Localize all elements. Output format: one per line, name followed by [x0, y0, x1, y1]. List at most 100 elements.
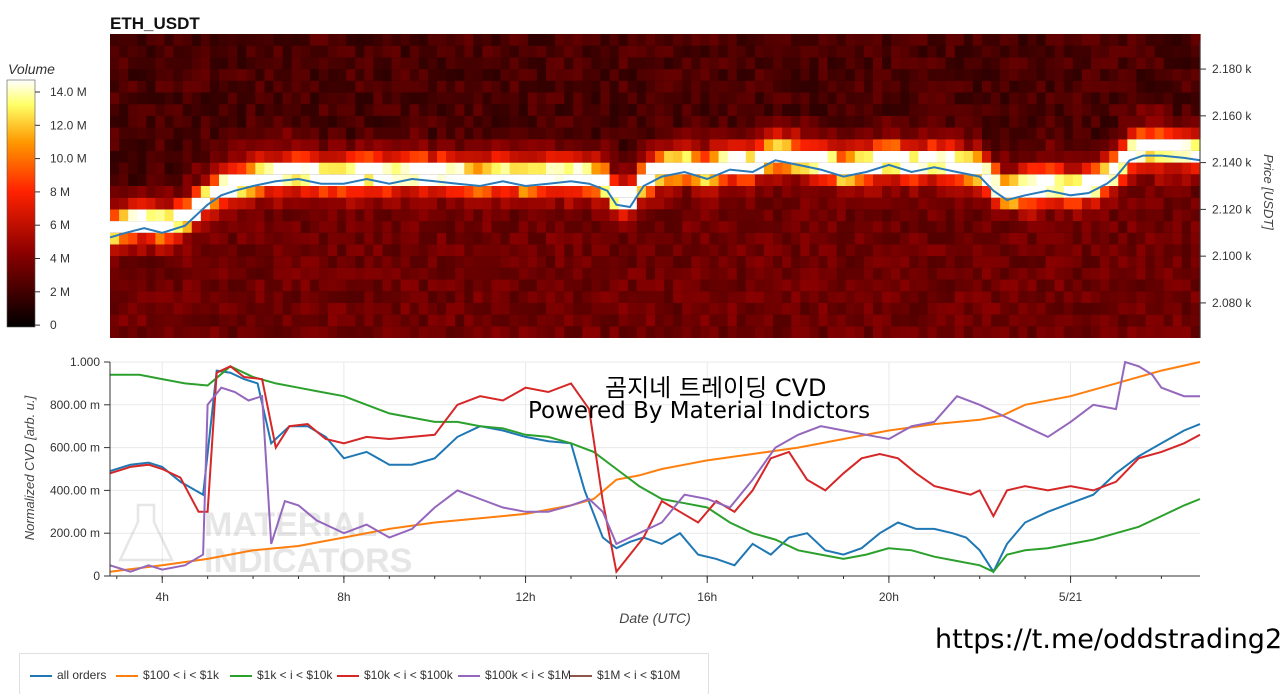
heatmap-cell — [110, 174, 120, 186]
heatmap-cell — [800, 326, 811, 339]
heatmap-cell — [773, 185, 783, 198]
heatmap-cell — [863, 314, 874, 327]
heatmap-cell — [464, 326, 474, 339]
heatmap-cell — [1109, 104, 1119, 116]
heatmap-cell — [1054, 302, 1065, 315]
heatmap-cell — [1163, 69, 1174, 81]
heatmap-cell — [464, 150, 474, 163]
heatmap-cell — [636, 92, 647, 105]
heatmap-cell — [146, 291, 157, 303]
heatmap-cell — [1054, 69, 1065, 81]
legend-item[interactable]: $100k < i < $1M — [458, 668, 571, 682]
heatmap-cell — [491, 256, 502, 268]
legend-item[interactable]: all orders — [30, 668, 106, 682]
heatmap-cell — [791, 45, 801, 58]
legend-item[interactable]: $100 < i < $1k — [116, 668, 219, 682]
heatmap-cell — [1054, 80, 1065, 93]
heatmap-cell — [1072, 314, 1083, 327]
heatmap-cell — [1000, 139, 1010, 151]
heatmap-cell — [1109, 221, 1119, 233]
heatmap-cell — [1000, 209, 1010, 222]
heatmap-cell — [482, 174, 493, 186]
heatmap-cell — [527, 279, 538, 292]
heatmap-cell — [882, 45, 892, 58]
heatmap-cell — [191, 185, 202, 198]
legend-item[interactable]: $10k < i < $100k — [337, 668, 453, 682]
heatmap-cell — [228, 57, 238, 70]
heatmap-cell — [282, 33, 293, 46]
heatmap-cell — [818, 244, 829, 257]
heatmap-cell — [1118, 185, 1128, 198]
heatmap-cell — [673, 92, 683, 105]
heatmap-cell — [219, 33, 229, 46]
heatmap-cell — [536, 139, 547, 151]
heatmap-cell — [482, 279, 493, 292]
heatmap-cell — [564, 291, 574, 303]
heatmap-cell — [209, 185, 220, 198]
heatmap-cell — [1027, 162, 1038, 175]
heatmap-cell — [673, 267, 683, 280]
heatmap-cell — [318, 197, 329, 210]
heatmap-cell — [609, 115, 620, 128]
heatmap-cell — [591, 267, 602, 280]
heatmap-cell — [773, 244, 783, 257]
legend-item[interactable]: $1M < i < $10M — [570, 668, 680, 682]
heatmap-cell — [900, 302, 910, 315]
heatmap-cell — [1172, 326, 1183, 339]
heatmap-cell — [573, 139, 583, 151]
heatmap-cell — [982, 291, 992, 303]
heatmap-cell — [600, 221, 611, 233]
heatmap-cell — [400, 256, 411, 268]
heatmap-cell — [219, 279, 229, 292]
heatmap-cell — [954, 279, 965, 292]
heatmap-cell — [337, 314, 347, 327]
heatmap-cell — [1063, 69, 1074, 81]
legend-item[interactable]: $1k < i < $10k — [230, 668, 332, 682]
heatmap-cell — [645, 150, 656, 163]
heatmap-cell — [863, 232, 874, 245]
heatmap-cell — [664, 232, 674, 245]
heatmap-cell — [1045, 314, 1056, 327]
heatmap-cell — [945, 197, 956, 210]
heatmap-cell — [328, 33, 338, 46]
heatmap-cell — [673, 115, 683, 128]
heatmap-cell — [382, 232, 393, 245]
telegram-link[interactable]: https://t.me/oddstrading2 — [935, 624, 1280, 655]
heatmap-cell — [664, 174, 674, 186]
heatmap-cell — [791, 127, 801, 140]
heatmap-cell — [609, 221, 620, 233]
heatmap-cell — [1054, 221, 1065, 233]
heatmap-cell — [518, 209, 529, 222]
heatmap-cell — [1181, 45, 1192, 58]
heatmap-cell — [700, 197, 711, 210]
heatmap-cell — [1027, 80, 1038, 93]
heatmap-cell — [1145, 302, 1156, 315]
heatmap-cell — [255, 256, 266, 268]
heatmap-cell — [718, 162, 729, 175]
heatmap-cell — [927, 267, 938, 280]
heatmap-cell — [155, 104, 166, 116]
heatmap-cell — [854, 302, 865, 315]
price-tick-label: 2.140 k — [1212, 156, 1252, 170]
heatmap-cell — [437, 139, 447, 151]
heatmap-cell — [927, 57, 938, 70]
heatmap-cell — [1109, 45, 1119, 58]
heatmap-cell — [146, 256, 157, 268]
heatmap-cell — [437, 232, 447, 245]
heatmap-cell — [173, 69, 184, 81]
heatmap-cell — [1118, 115, 1128, 128]
heatmap-cell — [727, 69, 738, 81]
heatmap-cell — [355, 209, 365, 222]
heatmap-cell — [518, 326, 529, 339]
heatmap-cell — [600, 302, 611, 315]
volume-heatmap[interactable] — [110, 33, 1201, 339]
heatmap-cell — [609, 326, 620, 339]
heatmap-cell — [636, 221, 647, 233]
heatmap-cell — [273, 69, 284, 81]
heatmap-cell — [209, 267, 220, 280]
heatmap-cell — [427, 150, 438, 163]
heatmap-cell — [609, 104, 620, 116]
heatmap-cell — [391, 104, 402, 116]
heatmap-cell — [427, 139, 438, 151]
heatmap-cell — [1127, 291, 1138, 303]
